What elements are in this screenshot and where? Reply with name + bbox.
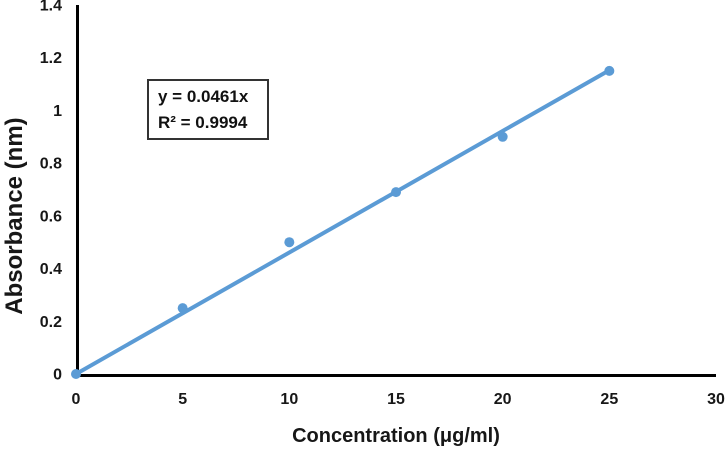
y-tick-label: 1 <box>53 103 62 120</box>
y-tick-label: 1.4 <box>40 0 62 15</box>
y-tick-label: 0 <box>53 367 62 384</box>
data-point <box>284 237 295 248</box>
data-point <box>604 65 615 76</box>
y-tick-label: 0.4 <box>40 261 62 278</box>
x-tick-label: 0 <box>72 391 81 408</box>
x-tick-label: 10 <box>280 391 298 408</box>
y-axis-title: Absorbance (nm) <box>1 117 28 315</box>
data-point <box>177 303 188 314</box>
trendline-equation-text: y = 0.0461x <box>158 87 249 106</box>
x-tick-label: 30 <box>707 391 725 408</box>
y-tick-label: 0.8 <box>40 156 62 173</box>
y-tick-label: 0.2 <box>40 314 62 331</box>
trendline-equation-box: y = 0.0461x R² = 0.9994 <box>147 79 269 140</box>
x-tick-label: 5 <box>178 391 187 408</box>
x-tick-label: 15 <box>387 391 405 408</box>
data-point <box>71 369 81 379</box>
trendline <box>74 68 612 376</box>
x-axis-title: Concentration (μg/ml) <box>292 425 500 447</box>
x-tick-label: 25 <box>600 391 618 408</box>
data-point <box>391 187 401 198</box>
y-tick-label: 1.2 <box>40 50 62 67</box>
r-squared-text: R² = 0.9994 <box>158 113 248 132</box>
data-point <box>497 131 508 142</box>
y-tick-label: 0.6 <box>40 208 62 225</box>
x-tick-label: 20 <box>494 391 512 408</box>
